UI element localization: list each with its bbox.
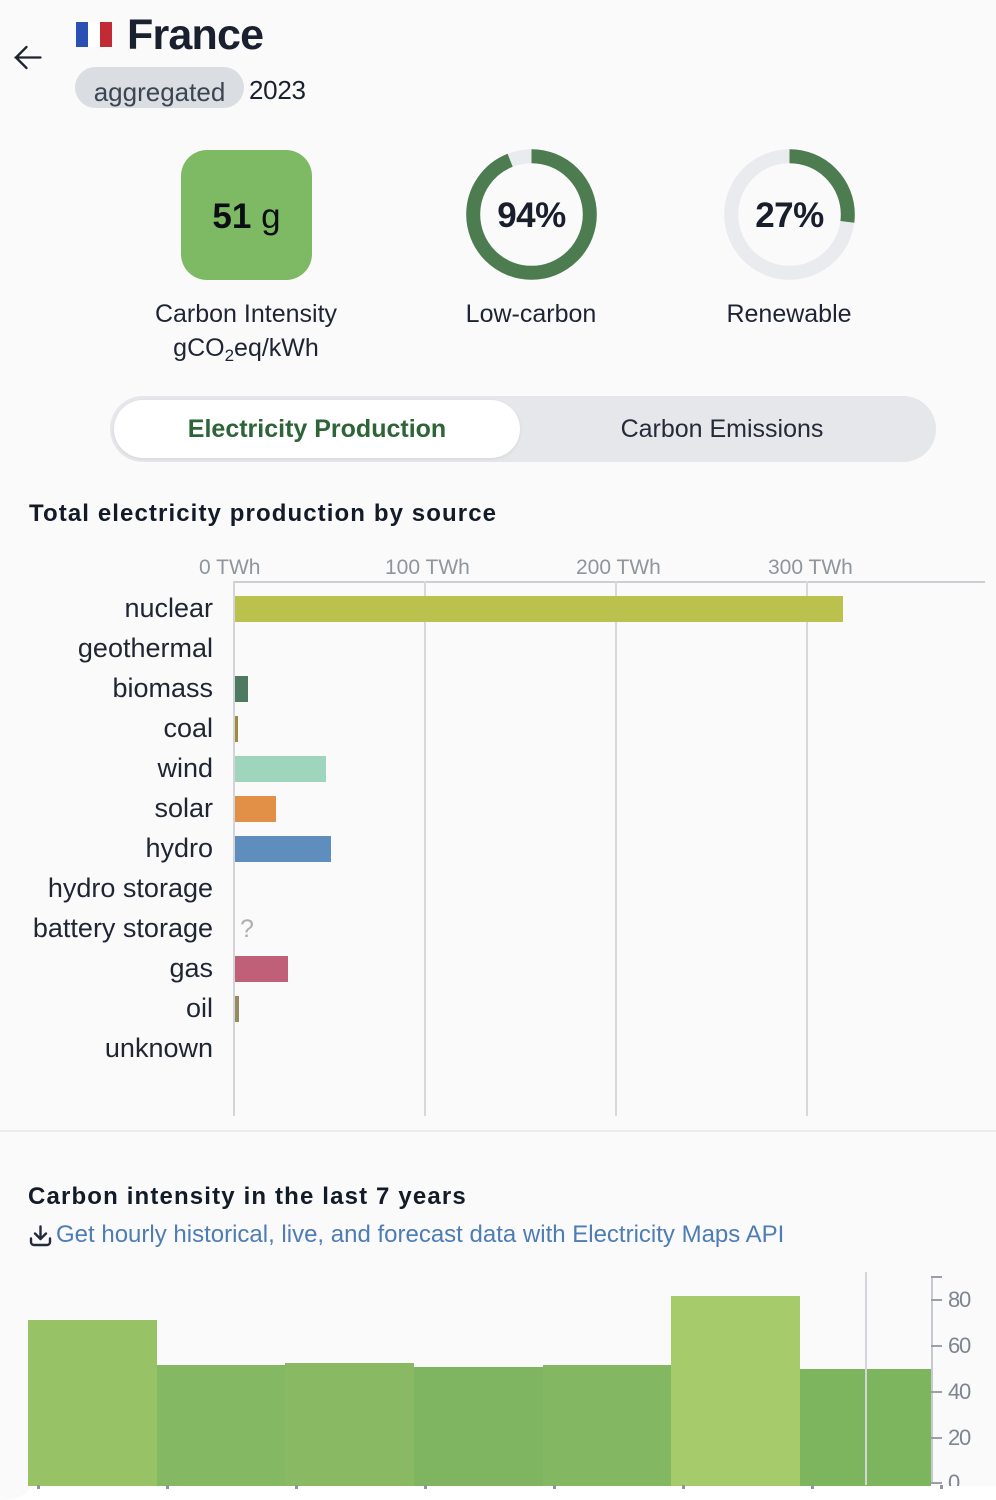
svg-text:94%: 94% <box>497 196 566 235</box>
svg-text:27%: 27% <box>755 196 824 235</box>
